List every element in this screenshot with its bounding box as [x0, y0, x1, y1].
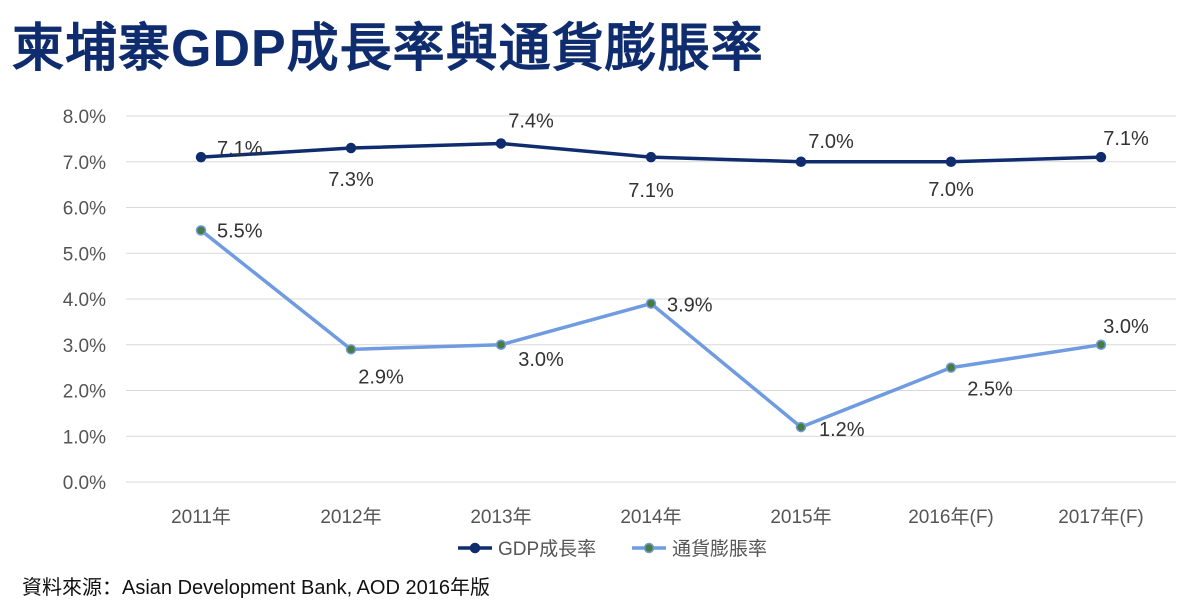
gdp-data-label: 7.1% [1103, 128, 1149, 150]
gdp-data-label: 7.4% [508, 110, 554, 132]
y-axis-ticks: 0.0% 1.0% 2.0% 3.0% 4.0% 5.0% 6.0% 7.0% 8.0% [63, 107, 106, 494]
inflation-legend-label: 通貨膨脹率 [672, 538, 767, 560]
x-tick-label: 2016年(F) [908, 506, 994, 528]
inflation-point [495, 339, 507, 350]
y-tick-label: 1.0% [63, 427, 106, 448]
inflation-data-label: 5.5% [217, 220, 263, 242]
gdp-point [945, 156, 957, 167]
inflation-point [645, 298, 657, 309]
gdp-point [345, 142, 357, 154]
inflation-data-label: 1.2% [819, 419, 865, 441]
inflation-point [195, 225, 207, 236]
gdp-data-label: 7.0% [808, 131, 854, 153]
inflation-data-label: 3.0% [1103, 316, 1149, 338]
gdp-point [1095, 151, 1107, 163]
y-tick-label: 8.0% [63, 107, 106, 128]
series [195, 138, 1107, 433]
x-tick-label: 2013年 [470, 506, 531, 528]
gdp-legend-marker [469, 542, 481, 554]
x-tick-label: 2014年 [620, 506, 681, 528]
gdp-data-label: 7.0% [928, 179, 974, 201]
inflation-data-label: 3.9% [667, 295, 713, 317]
x-tick-label: 2017年(F) [1058, 506, 1144, 528]
line-chart: 0.0% 1.0% 2.0% 3.0% 4.0% 5.0% 6.0% 7.0% 8.0% 201… [63, 107, 1176, 560]
gdp-legend-label: GDP成長率 [498, 538, 596, 560]
y-tick-label: 4.0% [63, 290, 106, 311]
legend: GDP成長率 通貨膨脹率 [458, 538, 767, 560]
x-tick-label: 2012年 [320, 506, 381, 528]
inflation-data-label: 3.0% [518, 349, 564, 371]
gdp-point [495, 138, 507, 149]
y-tick-label: 2.0% [63, 382, 106, 403]
source-note: 資料來源：Asian Development Bank, AOD 2016年版 [22, 577, 490, 599]
gdp-point [795, 156, 807, 167]
inflation-series-line [199, 229, 1102, 429]
x-tick-label: 2015年 [770, 506, 831, 528]
y-tick-label: 0.0% [63, 473, 106, 494]
x-axis-ticks: 2011年 2012年 2013年 2014年 2015年 2016年(F) 2017年(F… [171, 506, 1144, 528]
inflation-data-label: 2.5% [967, 379, 1013, 401]
gridlines [126, 115, 1176, 483]
y-tick-label: 6.0% [63, 199, 106, 220]
gdp-point [645, 151, 657, 163]
y-tick-label: 5.0% [63, 244, 106, 265]
gdp-data-label: 7.3% [328, 169, 374, 191]
chart-title: 柬埔寨GDP成長率與通貨膨脹率 [12, 20, 764, 78]
inflation-legend-marker [643, 542, 655, 554]
gdp-point [195, 151, 207, 163]
inflation-point [795, 421, 807, 433]
y-tick-label: 7.0% [63, 153, 106, 174]
y-tick-label: 3.0% [63, 336, 106, 357]
inflation-data-label: 2.9% [358, 366, 404, 388]
x-tick-label: 2011年 [171, 506, 231, 528]
data-labels: 7.1% 7.3% 7.4% 7.1% 7.0% 7.0% 7.1% 5.5% 2.9% 3.0%… [217, 110, 1149, 441]
gdp-data-label: 7.1% [628, 180, 674, 202]
gdp-data-label: 7.1% [217, 138, 263, 160]
inflation-point [1095, 339, 1107, 350]
inflation-point [345, 344, 357, 355]
inflation-point [945, 362, 957, 373]
